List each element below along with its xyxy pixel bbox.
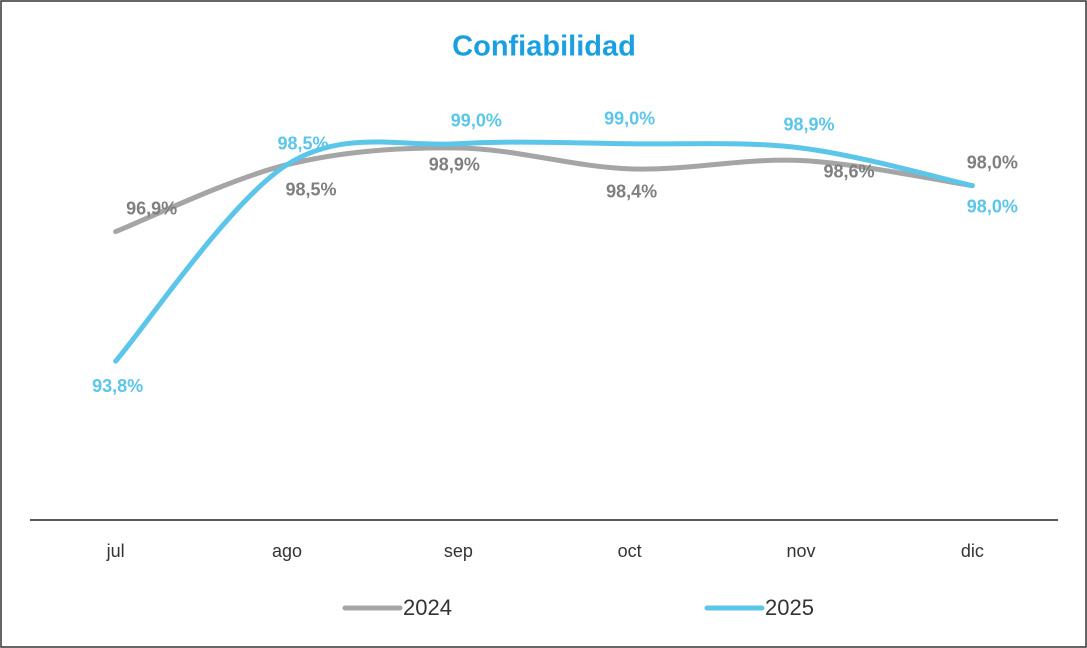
data-label: 98,5% xyxy=(277,133,328,153)
data-label: 98,0% xyxy=(967,196,1018,216)
data-label: 98,6% xyxy=(823,161,874,181)
data-label: 98,0% xyxy=(967,152,1018,172)
data-label: 96,9% xyxy=(126,198,177,218)
x-tick-label: sep xyxy=(444,541,473,561)
x-tick-label: oct xyxy=(618,541,642,561)
series-line xyxy=(113,139,975,364)
data-label: 98,9% xyxy=(783,115,834,135)
chart-title: Confiabilidad xyxy=(452,31,636,63)
legend-label: 2025 xyxy=(765,595,814,620)
data-label: 98,5% xyxy=(285,179,336,199)
data-label: 99,0% xyxy=(451,111,502,131)
data-label: 99,0% xyxy=(604,109,655,129)
x-tick-label: ago xyxy=(272,541,302,561)
x-tick-label: dic xyxy=(961,541,984,561)
series-line xyxy=(113,145,975,235)
x-tick-label: nov xyxy=(786,541,815,561)
data-label: 93,8% xyxy=(92,376,143,396)
data-label: 98,9% xyxy=(429,155,480,175)
x-tick-label: jul xyxy=(106,541,125,561)
legend-label: 2024 xyxy=(403,595,452,620)
data-label: 98,4% xyxy=(606,182,657,202)
